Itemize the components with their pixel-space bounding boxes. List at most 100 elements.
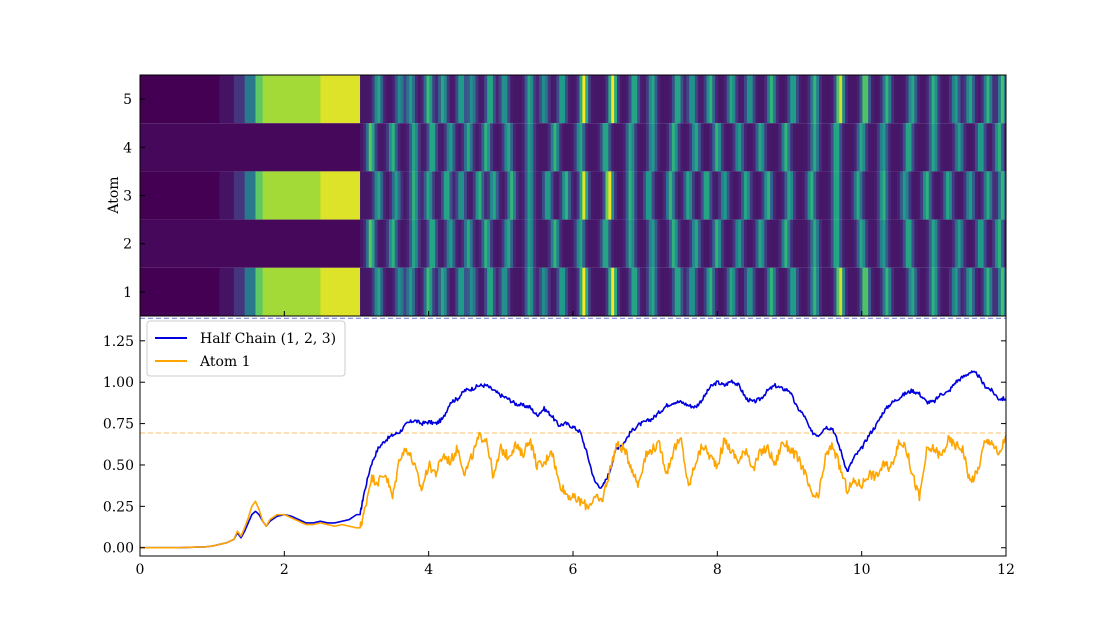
heatmap-cell: [689, 219, 693, 268]
heatmap-cell: [983, 219, 988, 268]
heatmap-cell: [596, 171, 601, 220]
heatmap-cell: [810, 75, 814, 124]
heatmap-cell: [957, 219, 962, 268]
heatmap-cell: [729, 171, 733, 220]
heatmap-cell: [515, 75, 520, 124]
heatmap-cell: [908, 267, 912, 316]
heatmap-cell: [686, 267, 690, 316]
heatmap-cell: [660, 171, 664, 220]
heatmap-cell: [923, 267, 927, 316]
heatmap-cell: [438, 219, 442, 268]
heatmap-cell: [972, 123, 976, 172]
heatmap-cell: [596, 267, 601, 316]
heatmap-cell: [472, 171, 477, 220]
heatmap-row-atom-5: [140, 75, 1007, 124]
heatmap-cell: [712, 171, 716, 220]
line-panel: 0 2 4 6 8 10 12 0.00 0.25 0.50 0.75 1.00 1.25 Half C…: [103, 315, 1015, 578]
heatmap-cell: [928, 75, 933, 124]
heatmap-cell: [458, 267, 462, 316]
heatmap-cell: [741, 219, 745, 268]
heatmap-cell: [478, 171, 482, 220]
heatmap-cell: [605, 75, 609, 124]
heatmap-cell: [879, 219, 884, 268]
heatmap-cell: [842, 267, 846, 316]
heatmap-cell: [599, 219, 604, 268]
heatmap-cell: [593, 171, 598, 220]
heatmap-cell: [490, 75, 494, 124]
heatmap-cell: [504, 75, 508, 124]
heatmap-cell: [807, 219, 811, 268]
heatmap-cell: [856, 171, 860, 220]
heatmap-cell: [663, 267, 667, 316]
heatmap-cell: [412, 267, 416, 316]
heatmap-cell: [980, 123, 985, 172]
heatmap-cell: [452, 267, 456, 316]
heatmap-cell: [963, 75, 967, 124]
heatmap-cell: [363, 75, 367, 124]
heatmap-cell: [729, 75, 733, 124]
heatmap-cell: [827, 123, 832, 172]
heatmap-cell: [715, 171, 719, 220]
heatmap-cell: [515, 219, 520, 268]
heatmap-cell: [628, 267, 632, 316]
heatmap-cell: [446, 219, 451, 268]
heatmap-cell: [219, 267, 235, 316]
heatmap-cell: [842, 171, 846, 220]
heatmap-cell: [426, 267, 430, 316]
heatmap-cell: [738, 171, 742, 220]
heatmap-cell: [755, 219, 759, 268]
heatmap-cell: [873, 219, 878, 268]
heatmap-cell: [643, 171, 647, 220]
heatmap-cell: [530, 267, 534, 316]
heatmap-cell: [940, 267, 944, 316]
heatmap-cell: [547, 123, 552, 172]
heatmap-cell: [547, 267, 552, 316]
heatmap-cell: [446, 123, 451, 172]
heatmap-cell: [908, 123, 912, 172]
heatmap-cell: [524, 267, 529, 316]
heatmap-cell: [977, 267, 982, 316]
heatmap-cell: [948, 171, 953, 220]
heatmap-cell: [876, 123, 881, 172]
heatmap-cell: [541, 267, 546, 316]
heatmap-cell: [821, 267, 826, 316]
heatmap-cell: [472, 219, 477, 268]
heatmap-cell: [510, 75, 514, 124]
heatmap-cell: [541, 75, 546, 124]
heatmap-cell: [461, 171, 465, 220]
heatmap-cell: [663, 123, 667, 172]
heatmap-cell: [515, 171, 520, 220]
heatmap-cell: [830, 219, 835, 268]
heatmap-cell: [718, 171, 722, 220]
heatmap-cell: [775, 267, 780, 316]
heatmap-cell: [790, 219, 794, 268]
heatmap-cell: [605, 123, 609, 172]
heatmap-cell: [377, 267, 381, 316]
heatmap-cell: [954, 267, 959, 316]
heatmap-row-atom-2: [140, 219, 1007, 268]
heatmap-cell: [781, 219, 785, 268]
heatmap-cell: [608, 267, 612, 316]
heatmap-cell: [749, 267, 754, 316]
heatmap-cell: [539, 123, 543, 172]
heatmap-cell: [469, 123, 474, 172]
heatmap-cell: [388, 75, 393, 124]
heatmap-cell: [715, 123, 719, 172]
heatmap-cell: [579, 219, 583, 268]
heatmap-cell: [723, 123, 728, 172]
heatmap-cell: [518, 171, 523, 220]
line-xtick-label: 8: [713, 562, 722, 578]
heatmap-cell: [504, 123, 508, 172]
heatmap-cell: [995, 219, 999, 268]
heatmap-cell: [371, 75, 376, 124]
heatmap-cell: [856, 123, 860, 172]
heatmap-cell: [622, 75, 627, 124]
line-xtick-label: 10: [853, 562, 871, 578]
heatmap-cell: [495, 219, 500, 268]
heatmap-cell: [504, 171, 508, 220]
heatmap-cell: [478, 219, 482, 268]
heatmap-cell: [833, 171, 837, 220]
heatmap-cell: [458, 219, 462, 268]
heatmap-cell: [611, 171, 615, 220]
heatmap-cell: [409, 75, 413, 124]
